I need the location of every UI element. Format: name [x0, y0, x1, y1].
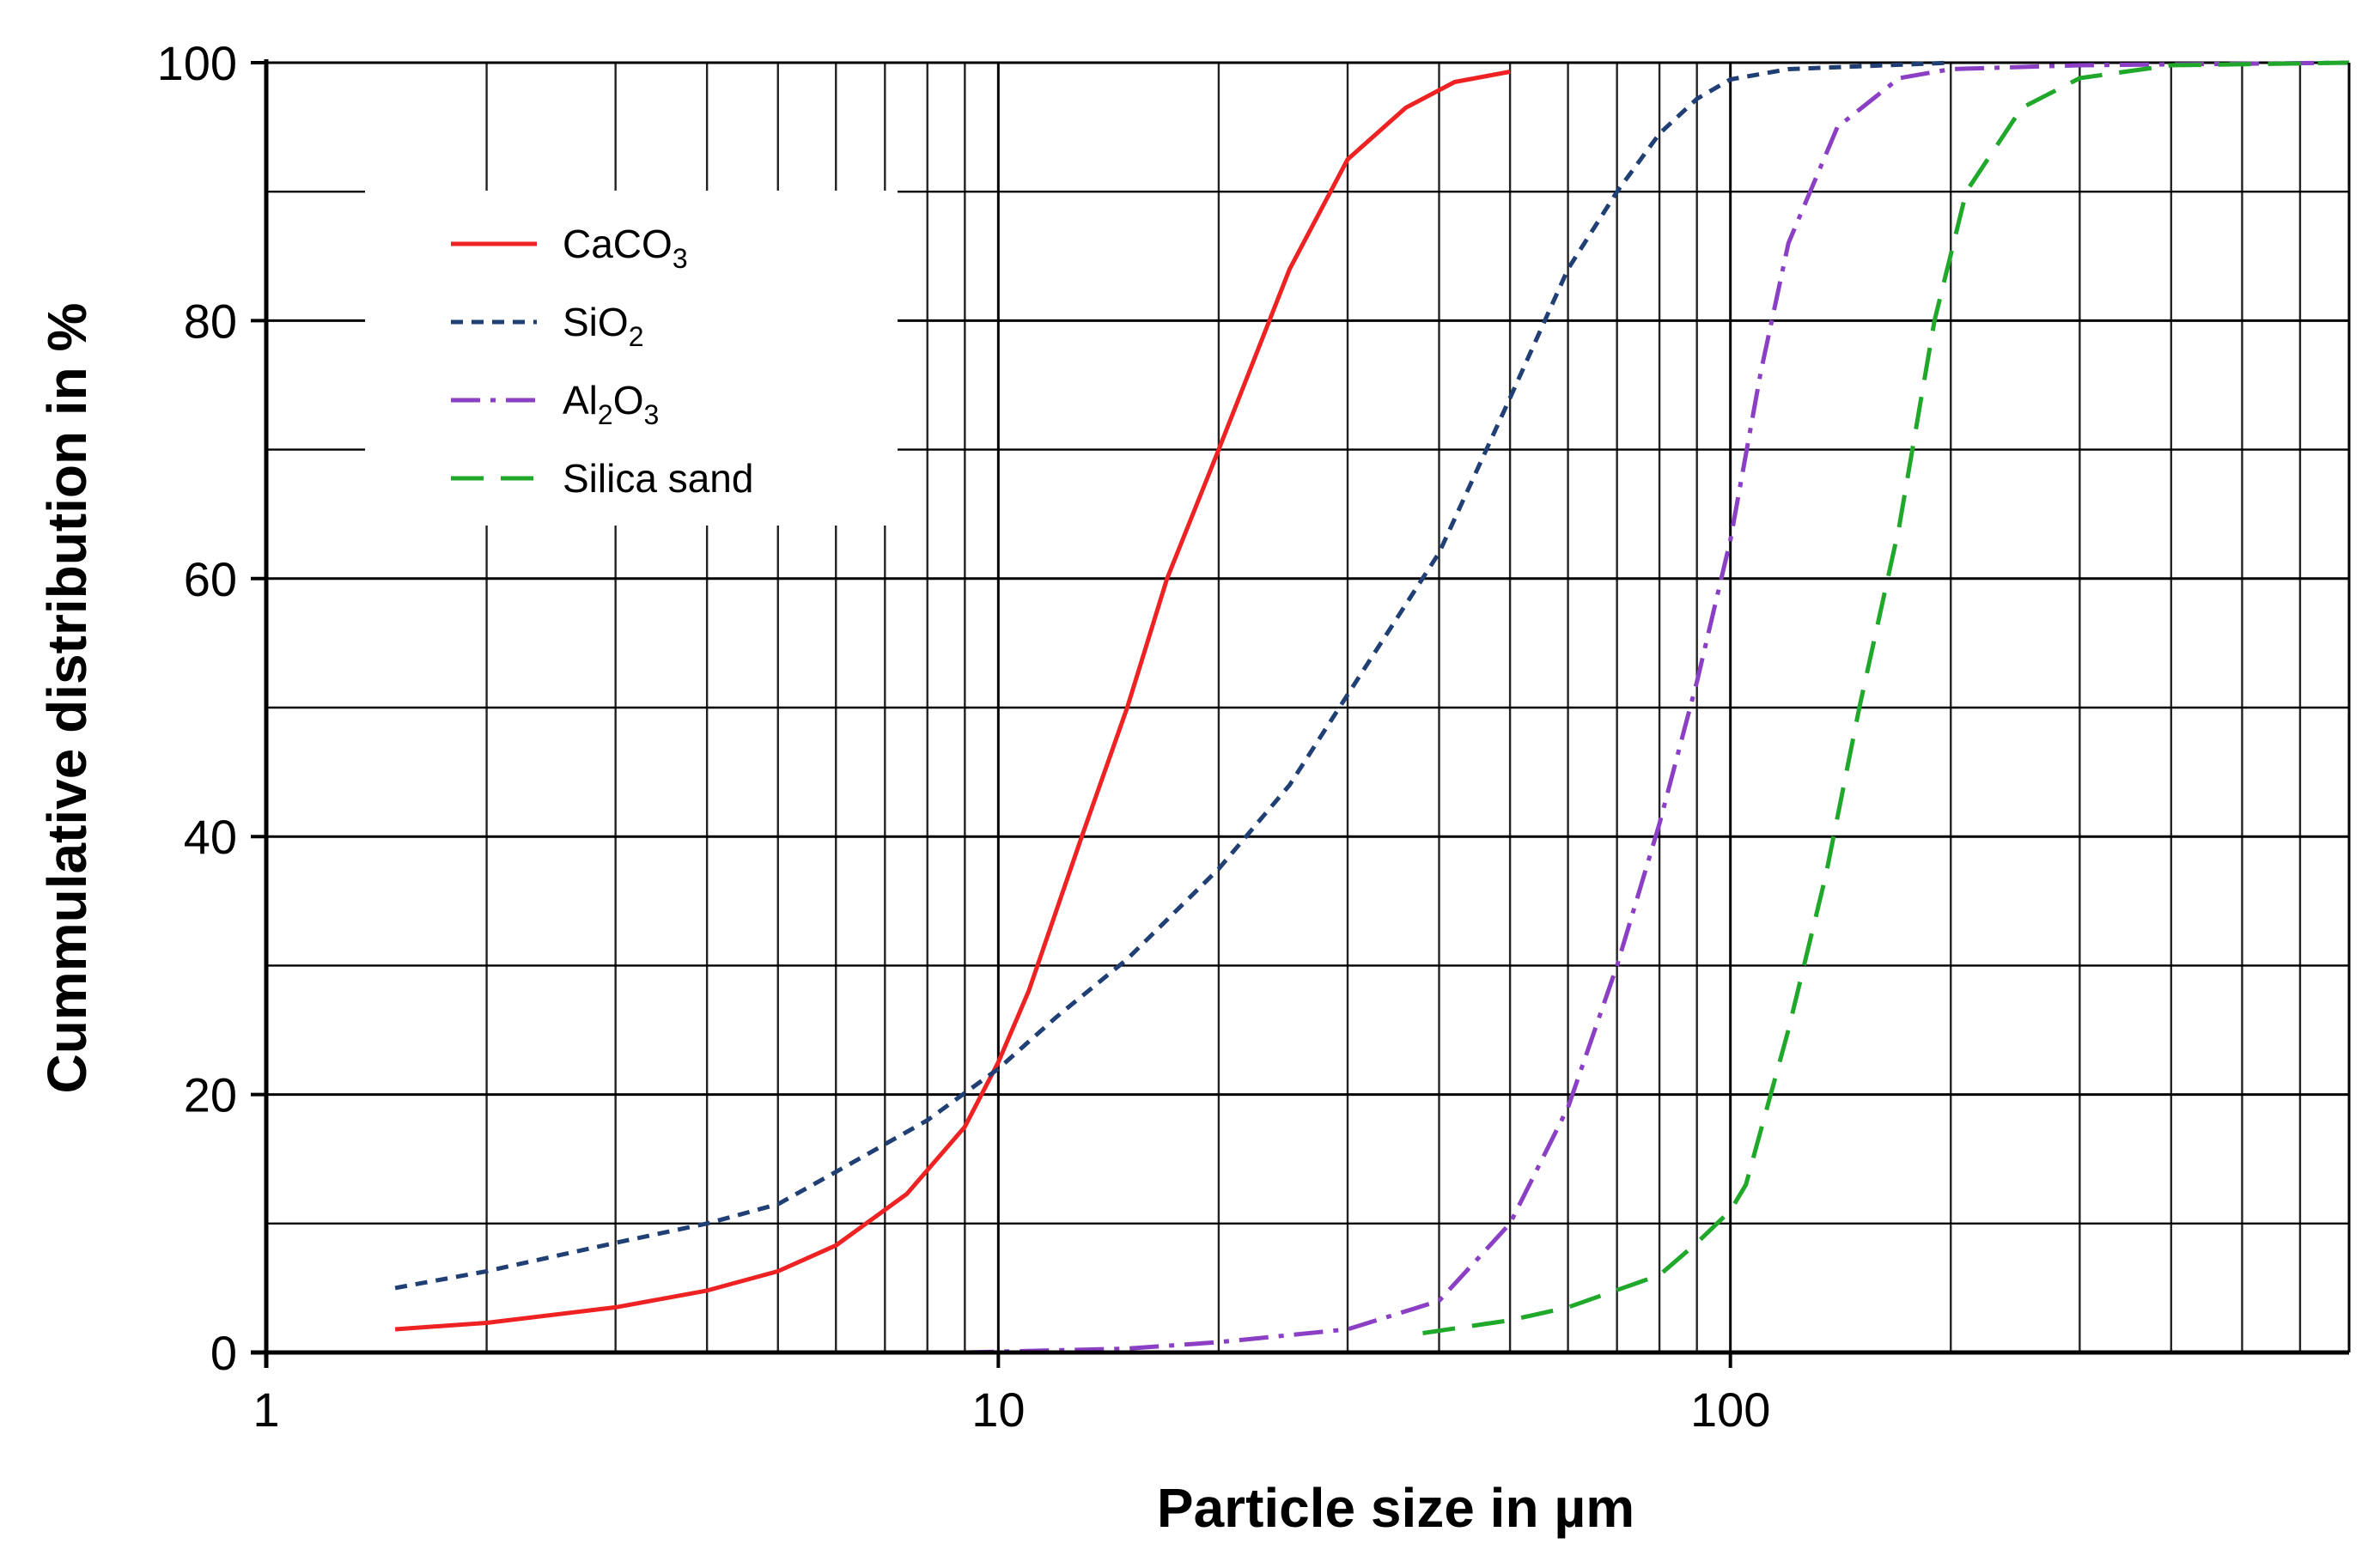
legend-subscript: 3: [673, 243, 688, 274]
x-tick-label-100: 100: [1690, 1383, 1770, 1437]
axes: [251, 59, 2351, 1368]
legend-text-part: Al: [563, 378, 598, 422]
y-tick-label-40: 40: [184, 810, 237, 864]
series-line-silica-sand: [1422, 60, 2350, 1335]
series-lines: [394, 60, 2350, 1355]
legend-label-4: Silica sand: [563, 456, 753, 501]
series-line-caco3: [394, 70, 1511, 1332]
legend-subscript: 2: [598, 399, 613, 430]
series-line-al2o3: [965, 60, 2350, 1355]
legend-subscript: 2: [629, 321, 644, 352]
x-tick-label-10: 10: [971, 1383, 1025, 1437]
series-line-sio2: [394, 60, 1951, 1291]
legend-label-2: SiO2: [563, 300, 643, 352]
tick-labels: 0 20 40 60 80 100 1 10 100: [157, 36, 1771, 1437]
y-tick-label-100: 100: [157, 36, 237, 90]
legend-text-part: Silica sand: [563, 456, 753, 501]
legend-label-1: CaCO3: [563, 222, 688, 274]
x-tick-label-1: 1: [253, 1383, 279, 1437]
y-tick-label-0: 0: [210, 1326, 237, 1380]
y-axis-title: Cummulative distribution in %: [36, 303, 98, 1094]
y-tick-label-80: 80: [184, 294, 237, 348]
legend-subscript: 3: [643, 399, 659, 430]
legend-label-3: Al2O3: [563, 378, 659, 430]
y-tick-label-20: 20: [184, 1068, 237, 1122]
legend-text-part: SiO: [563, 300, 629, 344]
x-axis-title: Particle size in µm: [1157, 1477, 1634, 1539]
legend-text-part: O: [613, 378, 644, 422]
legend-text-part: CaCO: [563, 222, 673, 266]
y-tick-label-60: 60: [184, 552, 237, 606]
legend-box: [365, 191, 898, 526]
